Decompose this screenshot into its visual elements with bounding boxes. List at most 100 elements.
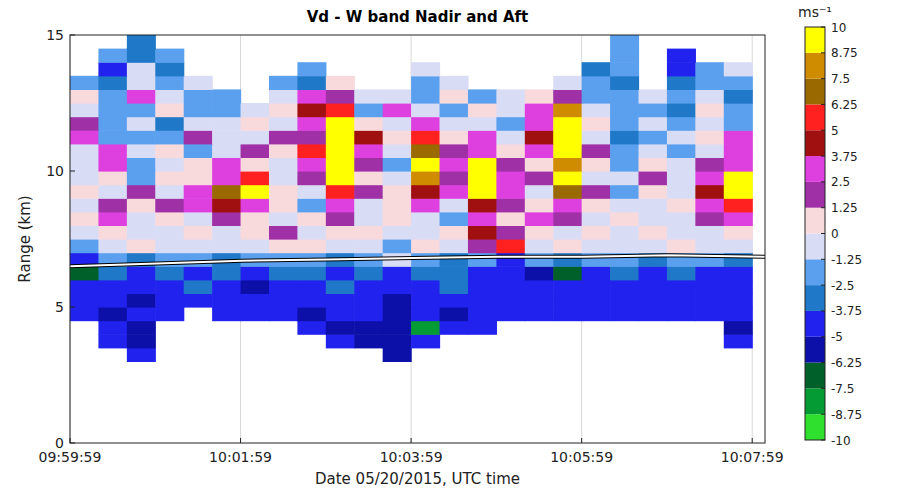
cell xyxy=(269,266,298,280)
cell xyxy=(695,185,724,199)
cell xyxy=(496,157,525,171)
cell xyxy=(184,103,213,117)
cell xyxy=(525,157,554,171)
cell xyxy=(496,293,525,307)
cell xyxy=(212,171,241,185)
cell xyxy=(383,321,412,335)
cell xyxy=(98,185,127,199)
cell xyxy=(241,185,270,199)
cell xyxy=(70,76,99,90)
cell xyxy=(184,212,213,226)
cell xyxy=(297,89,326,103)
cell xyxy=(212,130,241,144)
cell xyxy=(212,239,241,253)
cell xyxy=(468,266,497,280)
cell xyxy=(326,334,355,348)
cell xyxy=(383,212,412,226)
cell xyxy=(354,103,383,117)
cell xyxy=(212,266,241,280)
cell xyxy=(496,307,525,321)
cell xyxy=(468,130,497,144)
colorbar-tick xyxy=(821,310,825,311)
cell xyxy=(326,198,355,212)
cell xyxy=(695,89,724,103)
cell xyxy=(496,103,525,117)
cell xyxy=(496,239,525,253)
colorbar-swatch xyxy=(805,27,825,53)
cell xyxy=(496,171,525,185)
cell xyxy=(269,130,298,144)
cell xyxy=(695,280,724,294)
cell xyxy=(667,171,696,185)
cell xyxy=(241,117,270,131)
cell xyxy=(297,239,326,253)
cell xyxy=(440,212,469,226)
cell xyxy=(496,117,525,131)
cell xyxy=(297,76,326,90)
cell xyxy=(411,225,440,239)
cell xyxy=(155,198,184,212)
cell xyxy=(724,171,753,185)
chart: 05101509:59:5910:01:5910:03:5910:05:5910… xyxy=(0,0,897,496)
cell xyxy=(411,103,440,117)
colorbar-tick-label: 8.75 xyxy=(831,46,858,60)
cell xyxy=(326,130,355,144)
cell xyxy=(610,307,639,321)
cell xyxy=(98,266,127,280)
cell xyxy=(639,117,668,131)
cell xyxy=(241,198,270,212)
cell xyxy=(440,266,469,280)
cell xyxy=(440,239,469,253)
cell xyxy=(667,62,696,76)
cell xyxy=(354,130,383,144)
colorbar-tick xyxy=(821,259,825,260)
cell xyxy=(411,144,440,158)
cell xyxy=(468,225,497,239)
cell xyxy=(724,198,753,212)
colorbar-swatch xyxy=(805,208,825,234)
y-tick xyxy=(70,307,75,308)
cell xyxy=(525,307,554,321)
cell xyxy=(582,117,611,131)
colorbar-tick-label: 0 xyxy=(831,227,839,241)
cell xyxy=(354,280,383,294)
cell xyxy=(610,76,639,90)
cell xyxy=(582,198,611,212)
cell xyxy=(411,157,440,171)
colorbar-swatch xyxy=(805,53,825,79)
cell xyxy=(695,266,724,280)
cell xyxy=(241,280,270,294)
cell xyxy=(269,280,298,294)
cell xyxy=(525,144,554,158)
cell xyxy=(724,89,753,103)
cell xyxy=(667,280,696,294)
cell xyxy=(297,185,326,199)
cell xyxy=(326,239,355,253)
cell xyxy=(155,117,184,131)
cell xyxy=(98,103,127,117)
cell xyxy=(724,117,753,131)
cell xyxy=(297,171,326,185)
cell xyxy=(297,280,326,294)
cell xyxy=(127,35,156,49)
cell xyxy=(468,171,497,185)
cell xyxy=(724,157,753,171)
line xyxy=(70,255,765,266)
y-tick-label: 5 xyxy=(55,299,64,315)
colorbar-swatch xyxy=(805,182,825,208)
cell xyxy=(184,239,213,253)
cell xyxy=(582,157,611,171)
cell xyxy=(582,171,611,185)
cell xyxy=(724,212,753,226)
cell xyxy=(269,198,298,212)
cell xyxy=(383,225,412,239)
cell xyxy=(212,225,241,239)
cell xyxy=(582,76,611,90)
cell xyxy=(269,117,298,131)
cell xyxy=(98,334,127,348)
x-tick-label: 10:01:59 xyxy=(209,449,272,465)
cell xyxy=(354,117,383,131)
cell xyxy=(610,157,639,171)
plot-background xyxy=(70,35,765,443)
cell xyxy=(98,171,127,185)
